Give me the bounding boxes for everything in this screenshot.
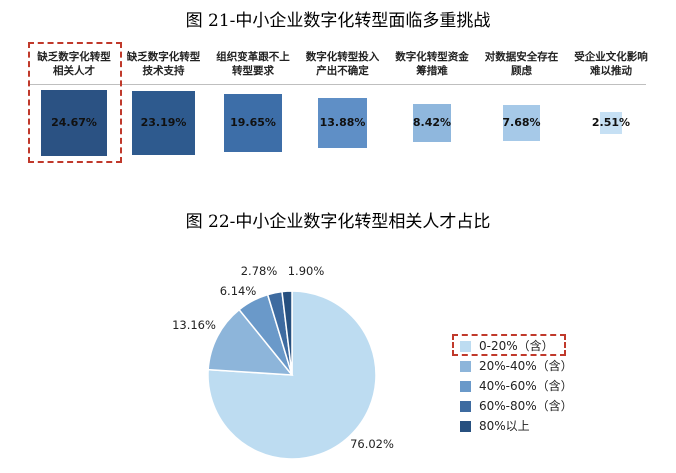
separator-line — [28, 84, 646, 85]
pie-value-label: 76.02% — [350, 437, 394, 451]
category-label: 缺乏数字化转型 技术支持 — [126, 51, 201, 77]
legend-swatch — [460, 421, 471, 432]
bar-box — [131, 91, 196, 155]
bar-value-label: 13.88% — [319, 116, 366, 129]
category-label: 对数据安全存在 顾虑 — [484, 51, 559, 77]
category-label: 组织变革跟不上 转型要求 — [216, 51, 290, 77]
challenge-bar-chart: 缺乏数字化转型 相关人才 24.67% 缺乏数字化转型 技术支持 23.19% 组织变革跟不… — [0, 0, 676, 200]
bar-box — [317, 98, 368, 148]
bar-box — [600, 112, 622, 134]
pie-slice — [207, 308, 294, 376]
bar-box — [503, 104, 540, 142]
pie-slice — [207, 290, 377, 460]
legend-swatch — [460, 381, 471, 392]
legend-label: 0-20%（含） — [479, 339, 554, 353]
bar-box — [223, 93, 283, 153]
pie-value-label: 6.14% — [220, 284, 257, 298]
legend-swatch — [460, 361, 471, 372]
highlight-box — [28, 42, 122, 163]
pie-value-label: 13.16% — [172, 318, 216, 332]
legend-label: 60%-80%（含） — [479, 399, 573, 413]
category-label: 受企业文化影响 难以推动 — [574, 51, 648, 77]
bar-value-label: 24.67% — [51, 116, 97, 129]
legend-label: 40%-60%（含） — [479, 379, 573, 393]
bar-value-label: 23.19% — [140, 116, 187, 129]
bar-box — [41, 90, 107, 156]
bar-value-label: 8.42% — [412, 116, 452, 129]
bar-value-label: 7.68% — [502, 116, 541, 129]
pie-chart-title: 图 22-中小企业数字化转型相关人才占比 — [185, 212, 491, 232]
bar-box — [412, 103, 452, 143]
category-label: 数字化转型投入 产出不确定 — [305, 51, 380, 77]
legend-swatch — [460, 341, 471, 352]
legend-swatch — [460, 401, 471, 412]
category-label: 数字化转型资金 筹措难 — [395, 51, 469, 77]
legend-label: 20%-40%（含） — [479, 359, 573, 373]
pie-value-label: 2.78% — [241, 264, 278, 278]
legend-highlight-box — [452, 334, 566, 356]
bar-value-label: 19.65% — [230, 116, 276, 129]
category-label: 缺乏数字化转型 相关人才 — [37, 51, 111, 77]
legend-label: 80%以上 — [479, 419, 530, 433]
pie-slice — [281, 290, 293, 376]
bar-chart-title: 图 21-中小企业数字化转型面临多重挑战 — [185, 11, 491, 31]
pie-value-label: 1.90% — [288, 264, 325, 278]
bar-value-label: 2.51% — [591, 116, 631, 129]
